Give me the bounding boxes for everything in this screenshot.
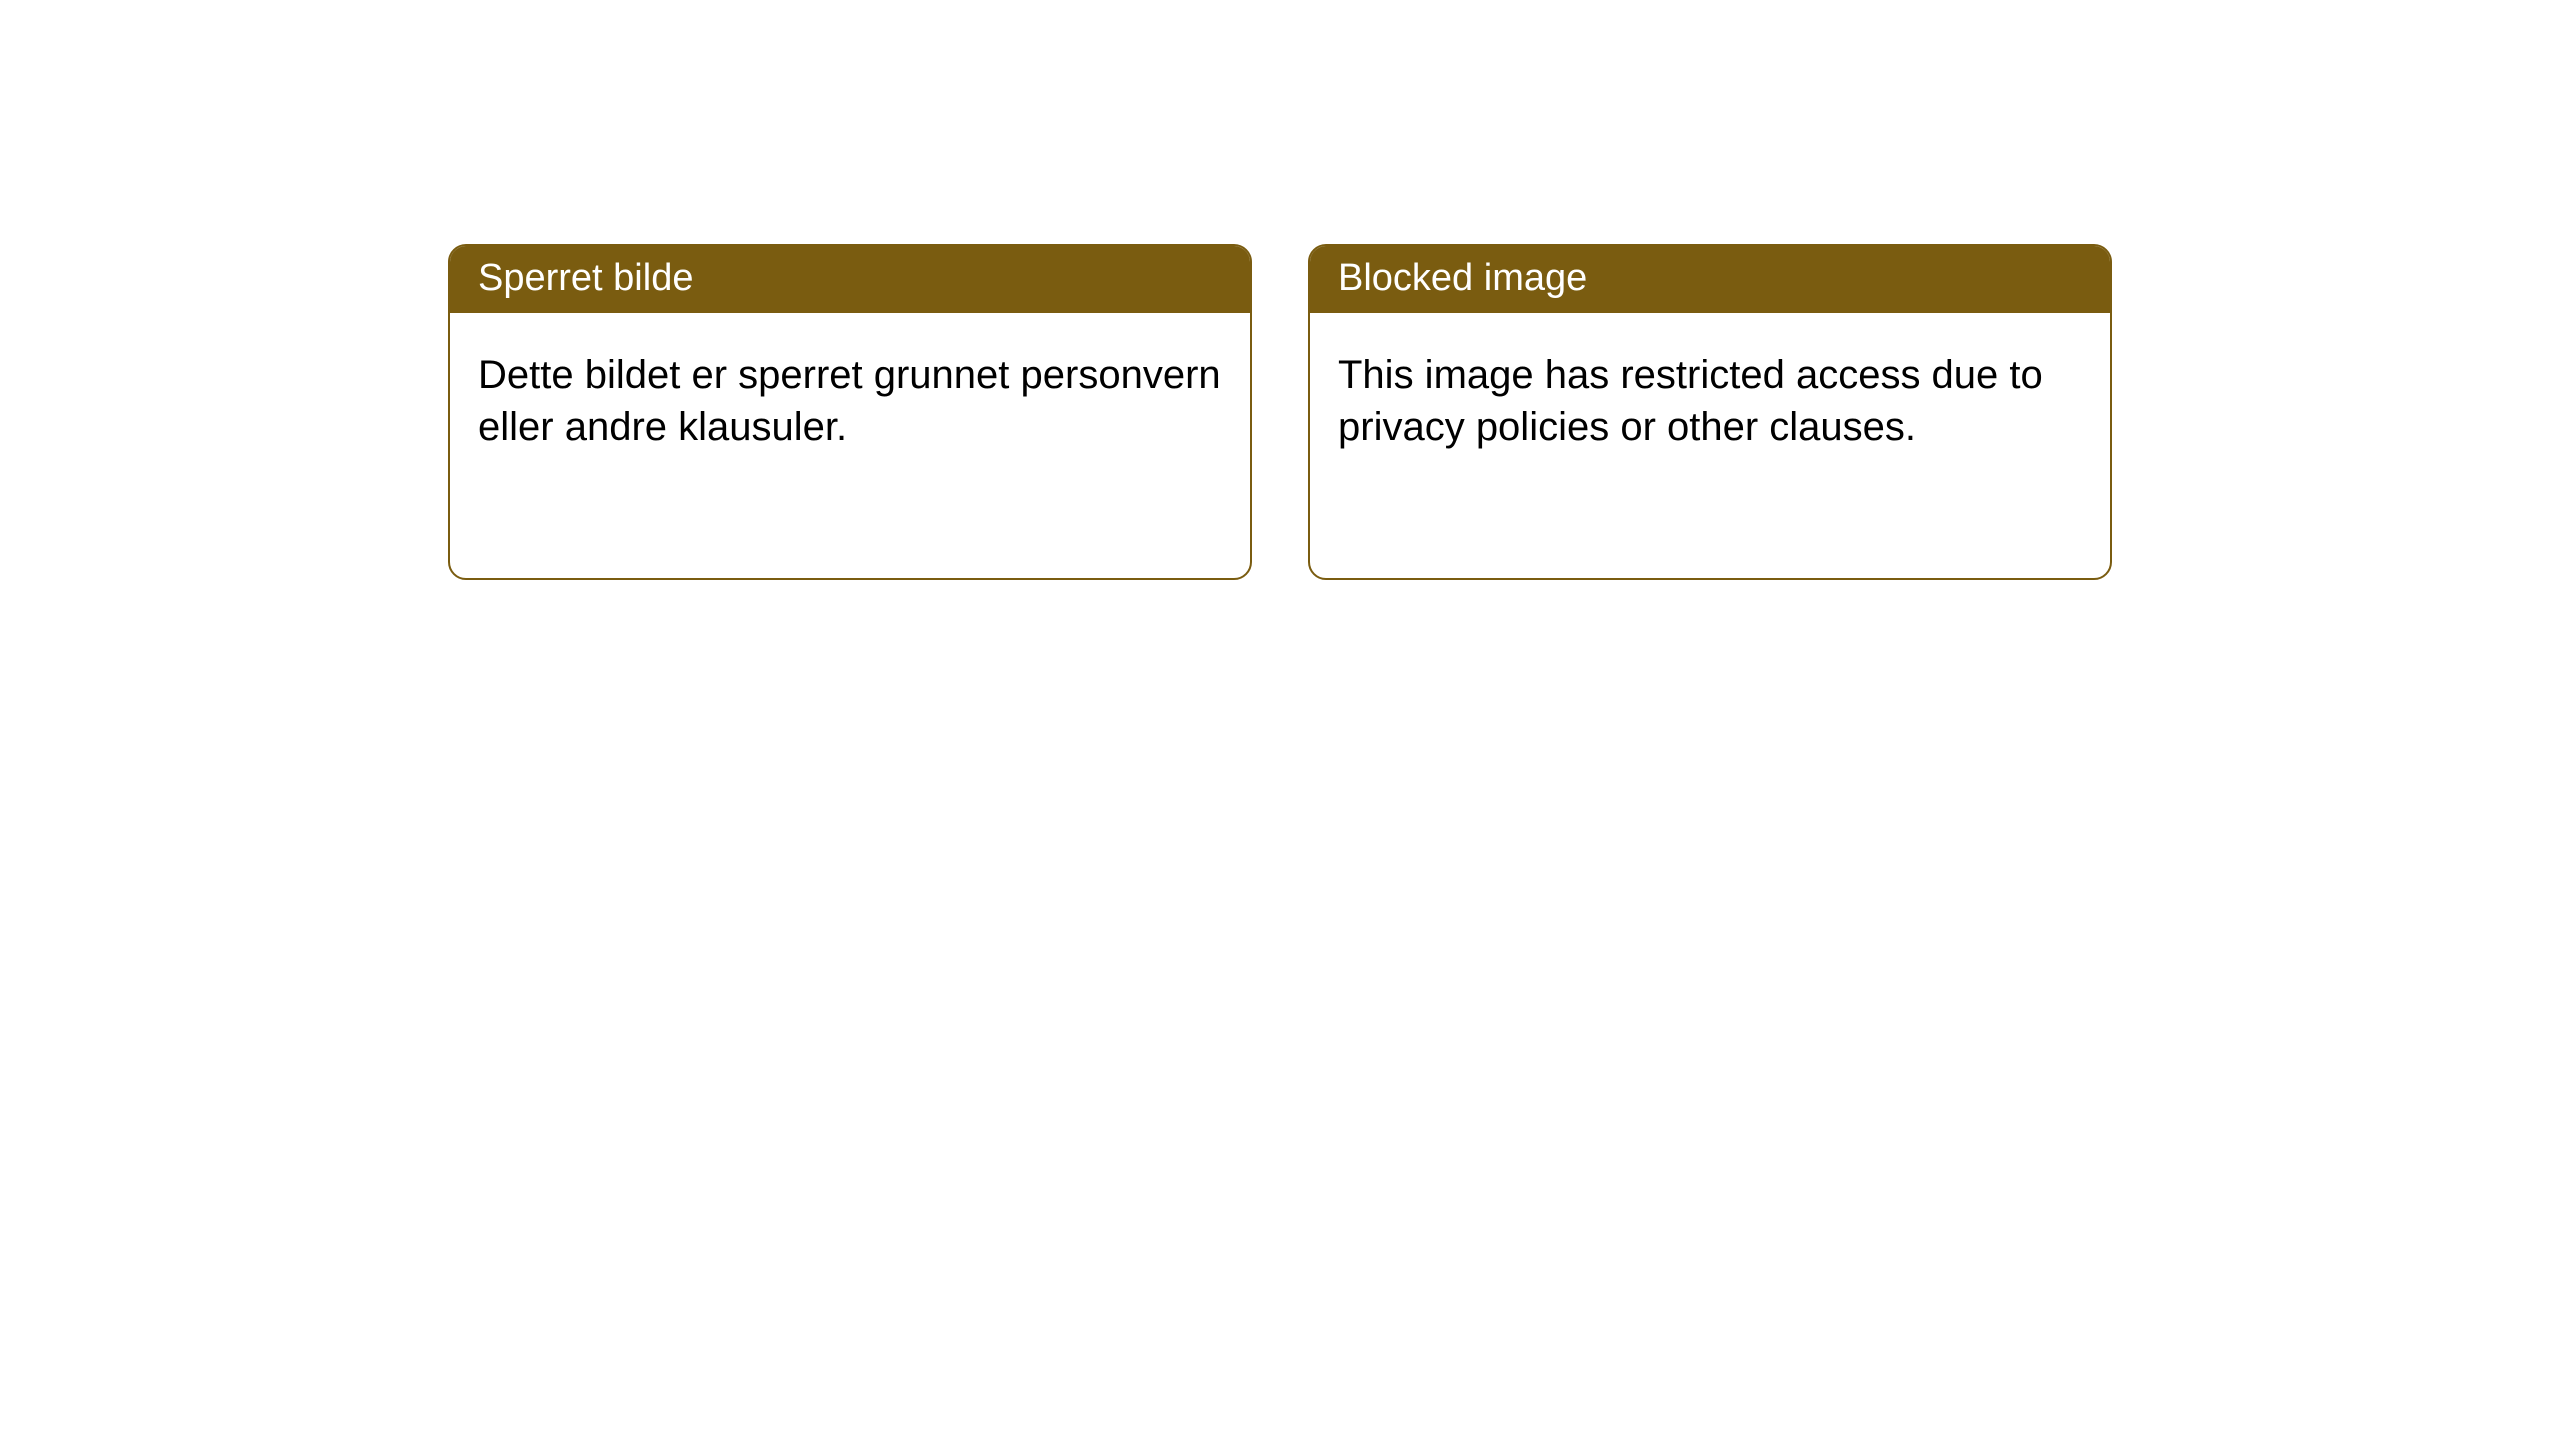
notice-card-norwegian: Sperret bilde Dette bildet er sperret gr…	[448, 244, 1252, 580]
notice-card-english: Blocked image This image has restricted …	[1308, 244, 2112, 580]
notice-card-body: This image has restricted access due to …	[1310, 313, 2110, 481]
notice-card-title: Blocked image	[1310, 246, 2110, 313]
notice-card-title: Sperret bilde	[450, 246, 1250, 313]
notice-container: Sperret bilde Dette bildet er sperret gr…	[0, 0, 2560, 580]
notice-card-body: Dette bildet er sperret grunnet personve…	[450, 313, 1250, 481]
